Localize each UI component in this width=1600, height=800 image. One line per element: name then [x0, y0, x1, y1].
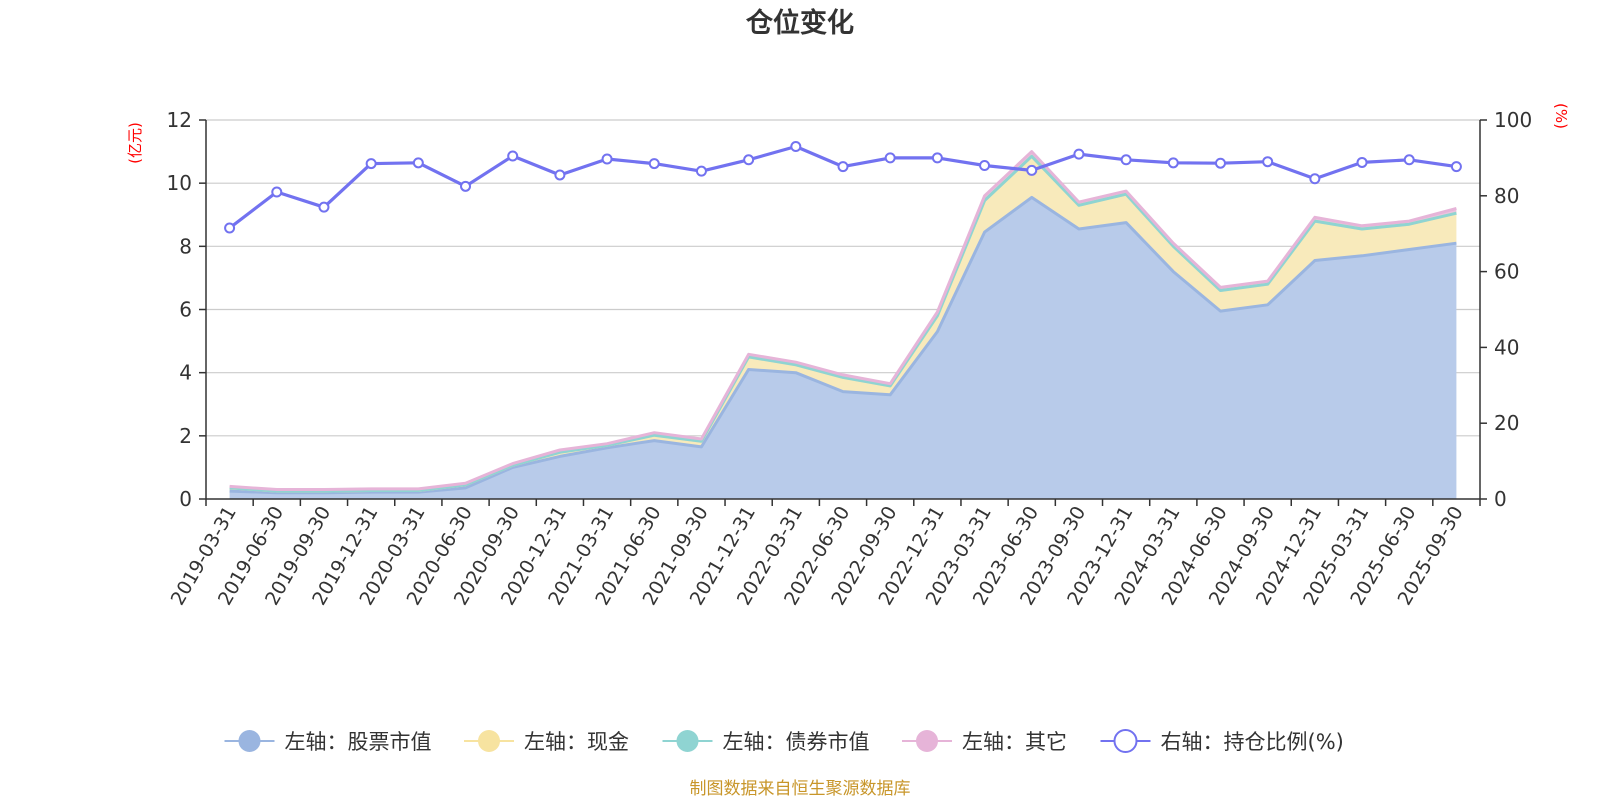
right-axis-tick-label: 40 [1494, 335, 1519, 359]
ratio-point[interactable] [1026, 164, 1038, 176]
legend-marker [916, 730, 938, 752]
ratio-point[interactable] [1073, 148, 1085, 160]
ratio-line [228, 144, 1457, 230]
ratio-point[interactable] [1309, 173, 1321, 185]
left-axis-tick-label: 12 [167, 108, 192, 132]
left-axis-tick-label: 10 [167, 171, 192, 195]
right-axis-unit: (%) [1552, 103, 1570, 129]
ratio-point[interactable] [507, 150, 519, 162]
chart-title: 仓位变化 [745, 7, 854, 39]
right-axis-tick-label: 0 [1494, 487, 1507, 511]
right-axis-unit-label: (%) [1552, 103, 1570, 129]
ratio-point[interactable] [318, 201, 330, 213]
ratio-point[interactable] [1120, 154, 1132, 166]
left-axis-tick-label: 0 [179, 487, 192, 511]
ratio-point[interactable] [1450, 161, 1462, 173]
area-edge-左轴：债券市值 [229, 154, 1457, 493]
ratio-point[interactable] [790, 141, 802, 153]
ratio-point[interactable] [224, 222, 236, 234]
legend-marker [676, 730, 699, 752]
legend-label: 左轴：现金 [524, 730, 629, 754]
ratio-point[interactable] [1262, 156, 1274, 168]
ratio-point[interactable] [743, 154, 755, 166]
ratio-point[interactable] [648, 158, 660, 170]
left-axis-tick-label: 6 [179, 298, 192, 322]
ratio-point[interactable] [979, 159, 991, 171]
area-左轴：现金 [229, 156, 1457, 493]
left-axis-unit-label: (亿元) [126, 122, 144, 164]
legend-label: 左轴：其它 [962, 730, 1067, 754]
legend-item[interactable]: 左轴：现金 [464, 730, 629, 754]
ratio-point[interactable] [1403, 154, 1415, 166]
data-source-note: 制图数据来自恒生聚源数据库 [690, 779, 911, 799]
area-edge-左轴：其它 [229, 150, 1457, 491]
legend-item[interactable]: 左轴：其它 [902, 730, 1067, 754]
ratio-point[interactable] [554, 169, 566, 181]
area-edge-左轴：股票市值 [229, 195, 1457, 495]
legend-item[interactable]: 左轴：股票市值 [224, 730, 432, 754]
right-axis-tick-label: 80 [1494, 184, 1519, 208]
left-axis-tick-label: 8 [179, 234, 192, 258]
legend-label: 左轴：股票市值 [285, 730, 432, 754]
right-axis-tick-label: 60 [1494, 260, 1519, 284]
area-左轴：股票市值 [229, 197, 1457, 499]
position-ratio-line [224, 141, 1462, 234]
legend-marker [478, 730, 500, 752]
legend-marker [238, 730, 261, 752]
legend-item[interactable]: 左轴：债券市值 [662, 730, 870, 754]
ratio-point[interactable] [884, 152, 896, 164]
ratio-point[interactable] [365, 158, 377, 170]
left-axis-unit: (亿元) [126, 122, 144, 164]
left-axis-tick-label: 2 [179, 424, 192, 448]
legend[interactable]: 左轴：股票市值 左轴：现金 左轴：债券市值 左轴：其它 右轴：持仓比例(%) [224, 729, 1344, 754]
right-axis-tick-label: 20 [1494, 411, 1519, 435]
ratio-point[interactable] [695, 165, 707, 177]
stacked-areas [229, 150, 1457, 499]
ratio-point[interactable] [837, 161, 849, 173]
legend-marker [1113, 729, 1138, 753]
left-axis-tick-label: 4 [179, 361, 192, 385]
right-axis-tick-label: 100 [1494, 108, 1532, 132]
ratio-point[interactable] [601, 153, 613, 165]
ratio-point[interactable] [931, 152, 943, 164]
legend-label: 右轴：持仓比例(%) [1161, 730, 1344, 754]
ratio-point[interactable] [460, 180, 472, 192]
ratio-point[interactable] [271, 186, 283, 198]
ratio-point[interactable] [1356, 156, 1368, 168]
legend-label: 左轴：债券市值 [723, 730, 870, 754]
ratio-point[interactable] [1167, 157, 1179, 169]
legend-item[interactable]: 右轴：持仓比例(%) [1100, 729, 1344, 754]
ratio-point[interactable] [1214, 157, 1226, 169]
ratio-point[interactable] [412, 157, 424, 169]
